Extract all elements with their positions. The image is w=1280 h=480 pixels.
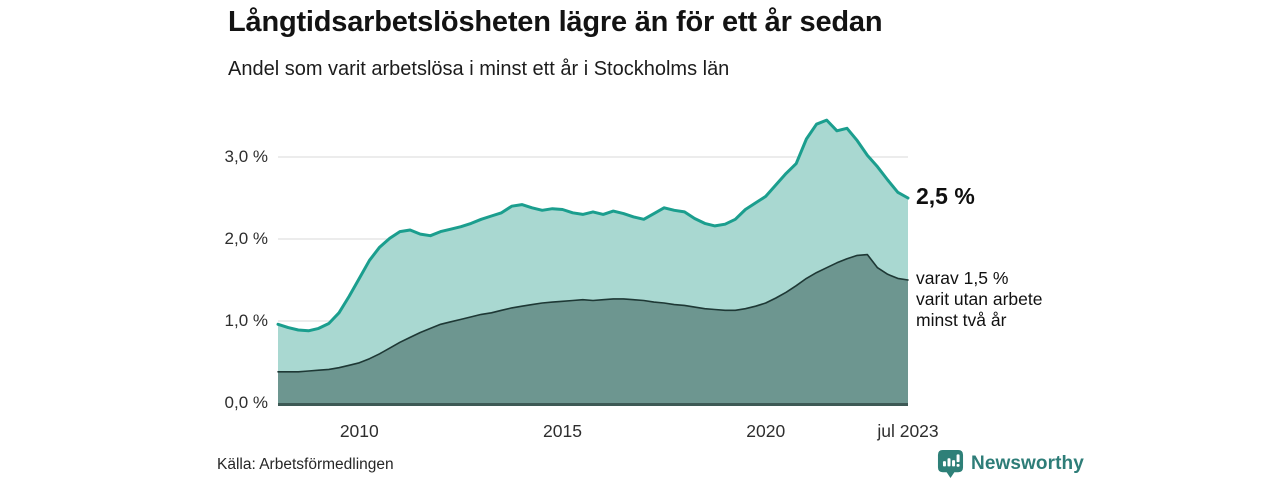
y-tick-label: 1,0 % [224, 311, 268, 330]
newsworthy-logo: Newsworthy [937, 449, 1084, 479]
page-title: Långtidsarbetslösheten lägre än för ett … [228, 6, 883, 38]
newsworthy-logo-icon [937, 450, 964, 478]
annotation-line-1: varav 1,5 % [916, 268, 1009, 288]
total-series-end-value-label: 2,5 % [916, 183, 975, 209]
newsworthy-wordmark: Newsworthy [971, 453, 1084, 474]
two-years-series-annotation: varav 1,5 % varit utan arbete minst två … [916, 268, 1042, 331]
x-tick-label: 2015 [543, 421, 582, 441]
area-two_years [278, 254, 908, 403]
annotation-line-2: varit utan arbete [916, 289, 1043, 309]
x-tick-label: 2010 [339, 421, 379, 441]
line-two_years [277, 253, 909, 373]
page-subtitle: Andel som varit arbetslösa i minst ett å… [228, 58, 730, 80]
x-tick-label: 2020 [746, 421, 786, 441]
x-tick-label: jul 2023 [877, 421, 939, 441]
y-tick-label: 2,0 % [224, 229, 268, 248]
line-total [276, 118, 910, 333]
annotation-line-3: minst två år [916, 310, 1007, 330]
y-tick-label: 0,0 % [224, 393, 268, 412]
y-tick-label: 3,0 % [224, 147, 268, 166]
source-note: Källa: Arbetsförmedlingen [217, 456, 394, 473]
